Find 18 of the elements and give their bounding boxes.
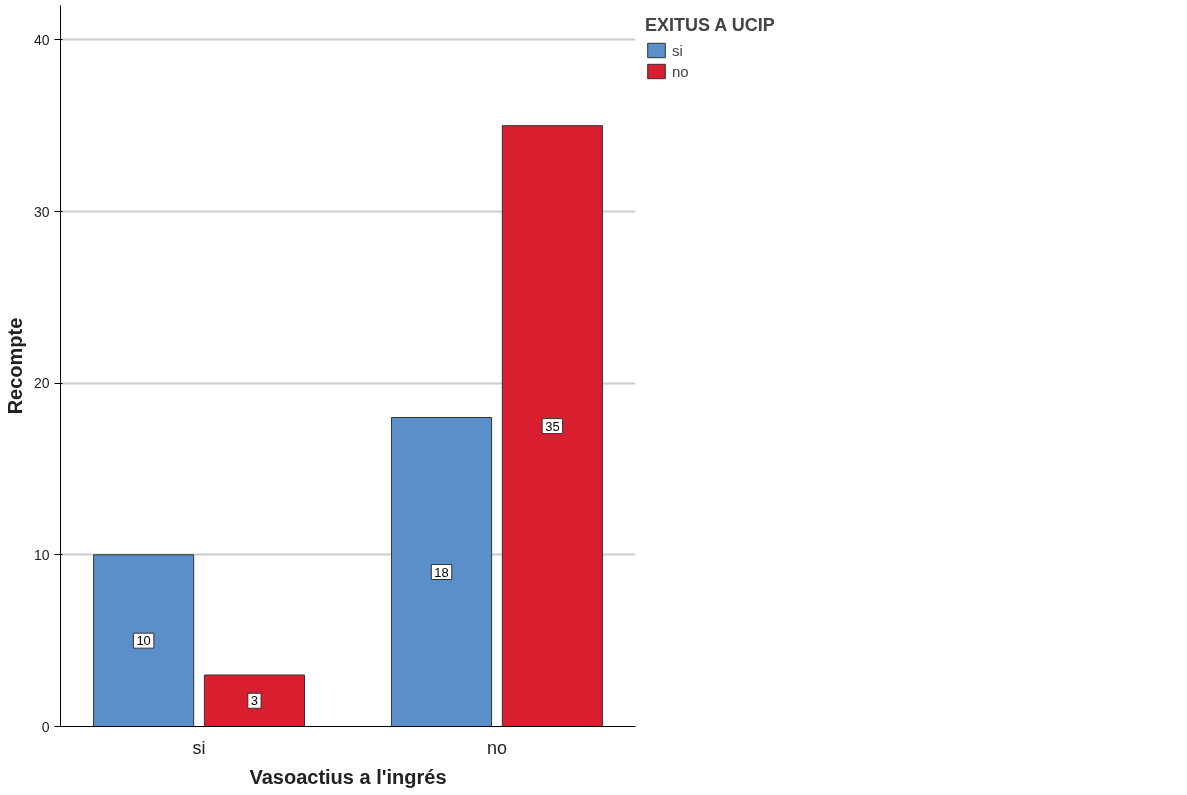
y-axis-title: Recompte bbox=[3, 317, 26, 415]
y-tick-label: 20 bbox=[33, 375, 50, 392]
y-tick-label: 40 bbox=[33, 31, 50, 48]
y-tick-label: 30 bbox=[33, 203, 50, 220]
y-tick-label: 0 bbox=[41, 718, 50, 735]
data-label: 10 bbox=[136, 633, 151, 649]
legend-label: no bbox=[672, 62, 690, 80]
bar bbox=[93, 554, 195, 727]
legend-title: EXITUS A UCIP bbox=[645, 15, 775, 36]
bar bbox=[391, 417, 493, 727]
data-label: 18 bbox=[434, 564, 449, 580]
x-axis-title: Vasoactius a l'ingrés bbox=[249, 765, 447, 788]
data-label: 3 bbox=[250, 693, 259, 709]
data-label: 35 bbox=[545, 418, 560, 434]
bar bbox=[501, 125, 603, 727]
y-tick-label: 10 bbox=[33, 546, 50, 563]
bar bbox=[203, 674, 305, 727]
legend-label: si bbox=[672, 41, 684, 59]
